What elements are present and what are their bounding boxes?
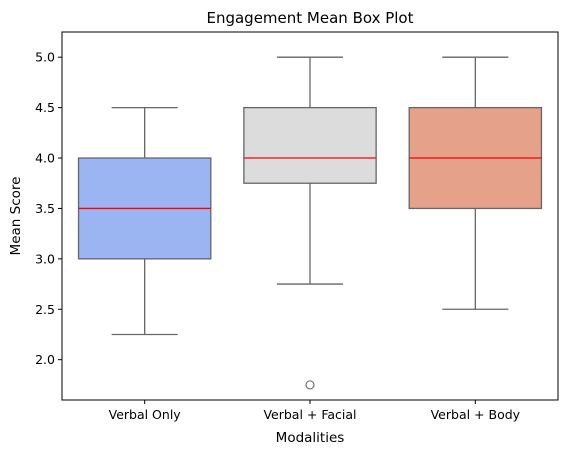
x-axis: Verbal Only Verbal + Facial Verbal + Body <box>109 400 521 422</box>
box-group <box>243 56 377 390</box>
y-tick-label: 2.5 <box>35 302 55 317</box>
y-tick-label: 5.0 <box>35 50 55 65</box>
y-tick-label: 2.0 <box>35 352 55 367</box>
box-group <box>77 106 212 336</box>
box-group <box>408 56 543 310</box>
y-tick-label: 3.0 <box>35 251 55 266</box>
y-tick-label: 4.5 <box>35 100 55 115</box>
x-axis-label: Modalities <box>276 430 345 446</box>
x-tick-label: Verbal + Facial <box>263 407 356 422</box>
chart-title: Engagement Mean Box Plot <box>206 9 413 27</box>
y-axis-label: Mean Score <box>8 177 24 256</box>
x-tick-label: Verbal Only <box>109 407 182 422</box>
y-axis: 2.0 2.5 3.0 3.5 4.0 4.5 5.0 <box>35 50 62 367</box>
x-tick-label: Verbal + Body <box>431 407 521 422</box>
box-iqr <box>243 106 377 184</box>
y-tick-label: 3.5 <box>35 201 55 216</box>
plot-content <box>77 56 543 390</box>
y-tick-label: 4.0 <box>35 151 55 166</box>
outlier-point <box>305 380 315 390</box>
